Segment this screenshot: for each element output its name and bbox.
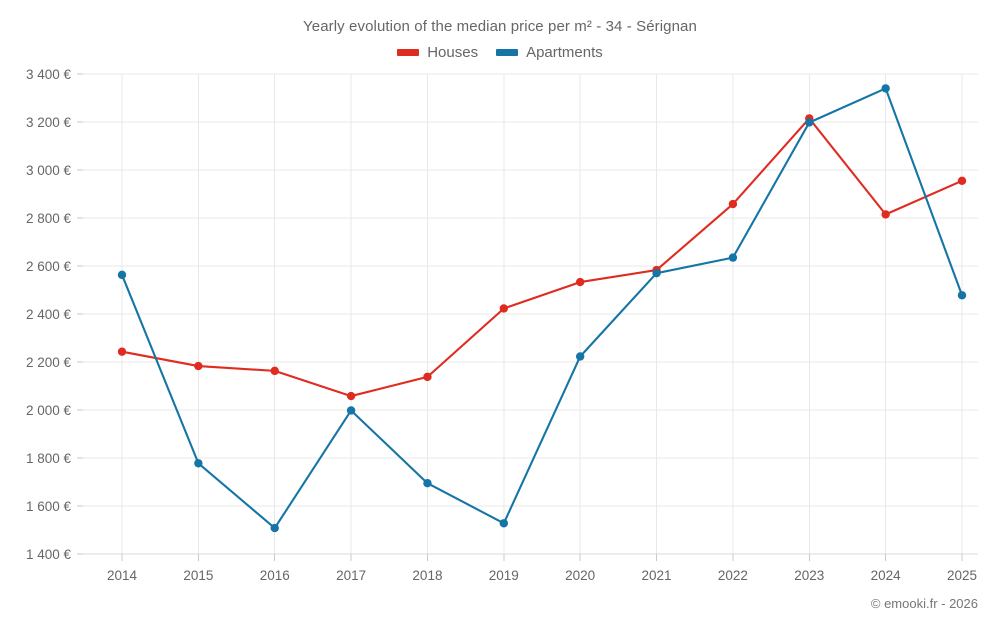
x-tick-label: 2025 — [947, 568, 977, 583]
y-tick-label: 3 200 € — [26, 115, 72, 130]
y-tick-label: 2 000 € — [26, 403, 72, 418]
legend-swatch-houses — [397, 49, 420, 56]
y-tick-label: 2 200 € — [26, 355, 72, 370]
data-point-houses[interactable] — [575, 277, 585, 287]
axis-layer — [77, 73, 978, 561]
data-point-apartments[interactable] — [957, 291, 967, 300]
y-tick-label: 3 000 € — [26, 163, 72, 178]
data-point-apartments[interactable] — [423, 479, 432, 488]
data-point-apartments[interactable] — [575, 352, 585, 361]
y-tick-label: 2 400 € — [26, 307, 72, 322]
legend-label-houses: Houses — [427, 44, 479, 61]
x-tick-label: 2021 — [642, 568, 672, 583]
x-tick-label: 2015 — [183, 568, 213, 583]
x-tick-label: 2014 — [107, 568, 138, 583]
chart-legend: Houses Apartments — [0, 44, 1000, 61]
y-tick-label: 3 400 € — [26, 67, 72, 82]
data-point-apartments[interactable] — [881, 84, 890, 93]
x-tick-label: 2017 — [336, 568, 366, 583]
data-point-houses[interactable] — [194, 361, 203, 371]
data-point-houses[interactable] — [270, 366, 279, 376]
x-tick-label: 2016 — [260, 568, 290, 583]
data-point-houses[interactable] — [957, 176, 967, 185]
data-point-apartments[interactable] — [728, 253, 738, 262]
data-point-apartments[interactable] — [346, 406, 356, 415]
data-point-apartments[interactable] — [270, 523, 279, 533]
x-tick-label: 2020 — [565, 568, 595, 583]
data-point-houses[interactable] — [881, 210, 890, 219]
y-tick-label: 2 600 € — [26, 259, 72, 274]
series-line-houses — [120, 117, 964, 398]
data-point-houses[interactable] — [728, 199, 738, 209]
grid-layer — [83, 73, 978, 555]
x-tick-label: 2019 — [489, 568, 519, 583]
data-point-apartments[interactable] — [805, 118, 814, 127]
x-tick-label: 2024 — [871, 568, 902, 583]
legend-swatch-apartments — [496, 49, 519, 56]
copyright-credit: © emooki.fr - 2026 — [870, 596, 978, 611]
data-point-houses[interactable] — [423, 372, 432, 382]
legend-item-apartments[interactable]: Apartments — [496, 44, 603, 61]
y-tick-label: 1 800 € — [26, 451, 72, 466]
legend-item-houses[interactable]: Houses — [397, 44, 478, 61]
x-tick-label: 2023 — [794, 568, 824, 583]
x-axis-labels: 2014 2015 2016 2017 2018 2019 2020 2021 2022 2023… — [107, 568, 977, 583]
data-point-apartments[interactable] — [499, 519, 509, 528]
data-point-apartments[interactable] — [652, 269, 661, 278]
data-point-houses[interactable] — [346, 391, 356, 401]
data-point-apartments[interactable] — [194, 459, 203, 468]
chart-title: Yearly evolution of the median price per… — [303, 18, 697, 35]
series-layer — [117, 84, 967, 533]
y-tick-label: 2 800 € — [26, 211, 72, 226]
x-tick-label: 2022 — [718, 568, 748, 583]
legend-label-apartments: Apartments — [526, 44, 603, 61]
data-point-houses[interactable] — [499, 304, 509, 313]
data-point-houses[interactable] — [117, 347, 127, 356]
y-axis-labels: 1 400 € 1 600 € 1 800 € 2 000 € 2 200 € 2 400… — [26, 67, 72, 562]
series-line-apartments — [120, 87, 964, 530]
y-tick-label: 1 600 € — [26, 499, 72, 514]
data-point-apartments[interactable] — [117, 270, 127, 280]
x-tick-label: 2018 — [412, 568, 442, 583]
y-tick-label: 1 400 € — [26, 547, 72, 562]
